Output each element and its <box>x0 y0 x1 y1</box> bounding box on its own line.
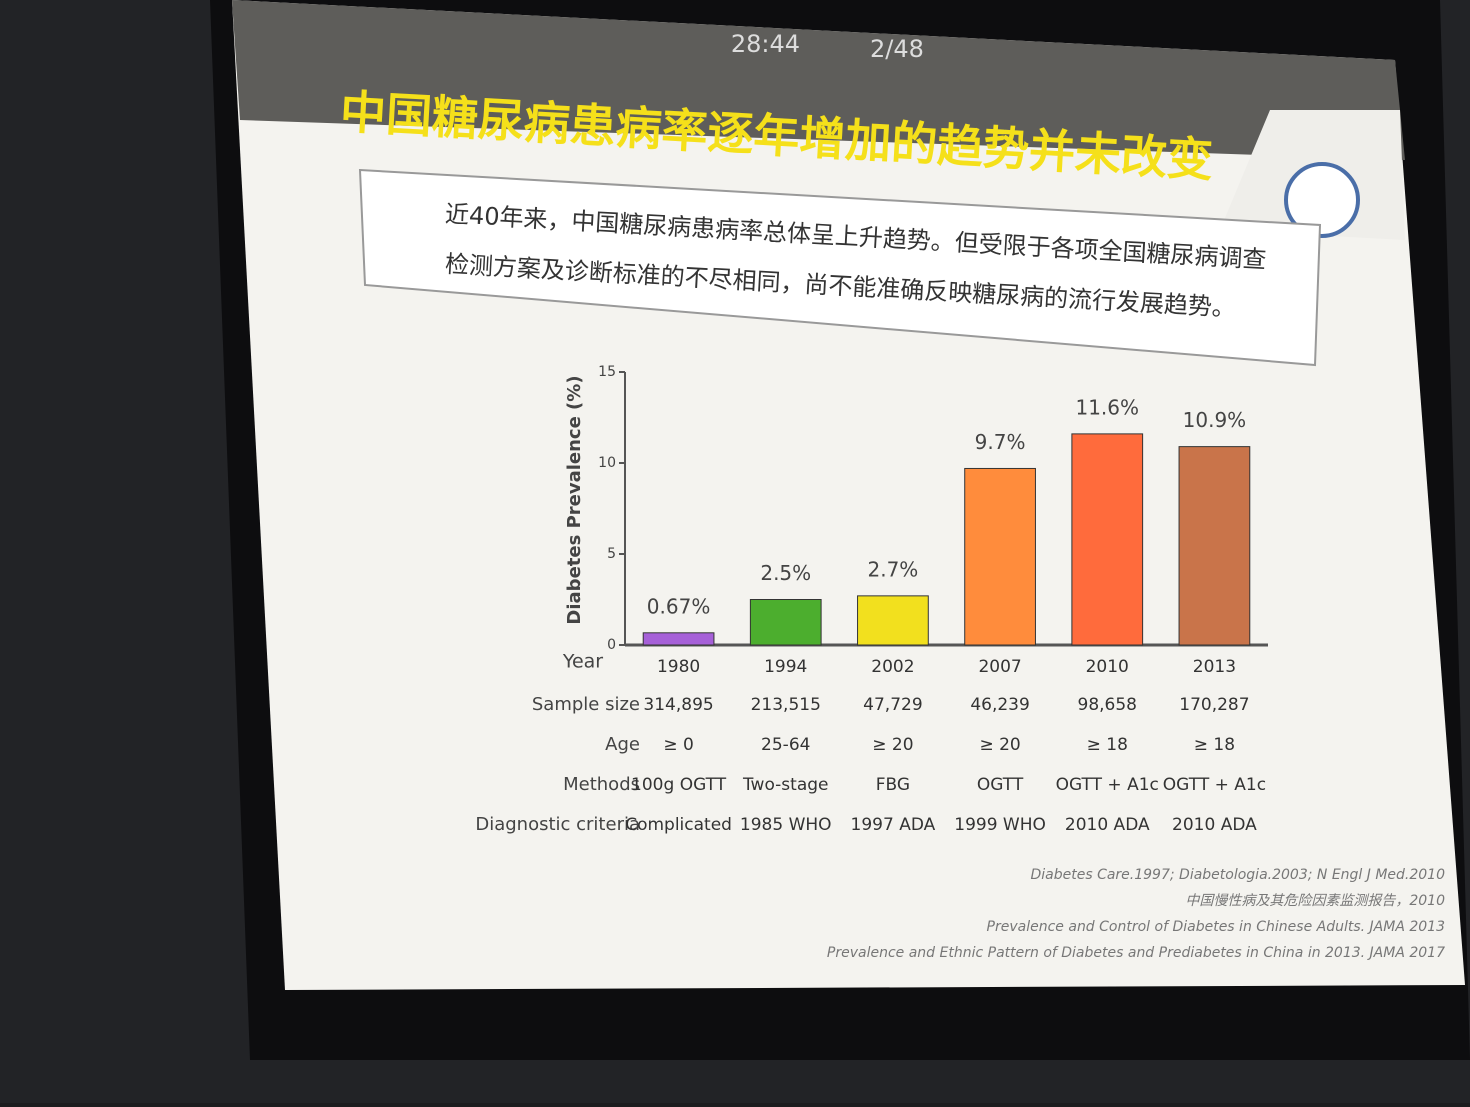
value-label: 2.5% <box>760 561 811 585</box>
value-label: 9.7% <box>975 430 1026 454</box>
x-tick-label: 2007 <box>978 657 1021 677</box>
table-cell: 2010 ADA <box>1172 815 1257 835</box>
table-cell: 25-64 <box>761 735 810 755</box>
y-tick-label: 10 <box>598 455 616 471</box>
table-cell: ≥ 20 <box>872 735 913 755</box>
bar <box>749 599 822 646</box>
row-label: Age <box>605 734 640 755</box>
y-tick-label: 0 <box>607 637 616 653</box>
reference: Diabetes Care.1997; Diabetologia.2003; N… <box>1030 867 1445 883</box>
table-cell: 2010 ADA <box>1065 815 1150 835</box>
chart: 0 5 10 15 0.67% 1980 2.5% 1994 2.7% 2002 9.7% 2007 1… <box>475 364 1445 961</box>
table-cell: 213,515 <box>751 695 821 715</box>
value-label: 11.6% <box>1075 395 1139 419</box>
table-cell: 98,658 <box>1078 695 1137 715</box>
table-cell: 314,895 <box>643 695 713 715</box>
x-tick-label: 1994 <box>764 657 807 677</box>
reference: Prevalence and Ethnic Pattern of Diabete… <box>827 945 1445 961</box>
bar <box>1178 446 1251 646</box>
bar <box>642 632 715 646</box>
row-label: Methods <box>563 774 640 795</box>
value-label: 0.67% <box>647 594 711 618</box>
timer: 28:44 <box>731 30 800 58</box>
x-axis-title: Year <box>562 651 603 673</box>
table-cell: OGTT + A1c <box>1056 775 1159 795</box>
x-tick-label: 2002 <box>871 657 914 677</box>
bar <box>857 595 929 646</box>
reference: 中国慢性病及其危险因素监测报告，2010 <box>1185 893 1445 909</box>
value-label: 10.9% <box>1183 408 1247 432</box>
table-cell: 47,729 <box>863 695 922 715</box>
value-label: 2.7% <box>868 557 919 581</box>
y-tick-label: 15 <box>598 364 616 380</box>
logo <box>1284 162 1360 238</box>
table-cell: FBG <box>876 775 910 795</box>
table-cell: OGTT + A1c <box>1163 775 1266 795</box>
table-cell: Complicated <box>625 815 732 835</box>
bar <box>964 467 1036 646</box>
row-label: Sample size <box>532 694 640 715</box>
y-axis-title: Diabetes Prevalence (%) <box>564 375 585 624</box>
table-cell: 170,287 <box>1179 695 1249 715</box>
x-tick-label: 2013 <box>1193 657 1236 677</box>
summary-box <box>358 168 1322 367</box>
bar <box>1071 433 1144 646</box>
page-number: 2/48 <box>870 35 924 63</box>
x-tick-label: 2010 <box>1086 657 1129 677</box>
title-band <box>232 0 1405 160</box>
table-cell: Two-stage <box>742 775 829 795</box>
table-cell: OGTT <box>977 775 1024 795</box>
table-cell: ≥ 18 <box>1087 735 1128 755</box>
table-cell: ≥ 20 <box>979 735 1020 755</box>
table-cell: 1985 WHO <box>740 815 832 835</box>
y-tick-label: 5 <box>607 546 616 562</box>
table-cell: 100g OGTT <box>631 775 727 795</box>
table-cell: 1999 WHO <box>954 815 1046 835</box>
row-label: Diagnostic criteria <box>475 814 640 835</box>
table-cell: ≥ 0 <box>663 735 693 755</box>
table-cell: 1997 ADA <box>851 815 936 835</box>
table-cell: 46,239 <box>970 695 1029 715</box>
table-cell: ≥ 18 <box>1194 735 1235 755</box>
x-tick-label: 1980 <box>657 657 700 677</box>
reference: Prevalence and Control of Diabetes in Ch… <box>987 919 1445 935</box>
